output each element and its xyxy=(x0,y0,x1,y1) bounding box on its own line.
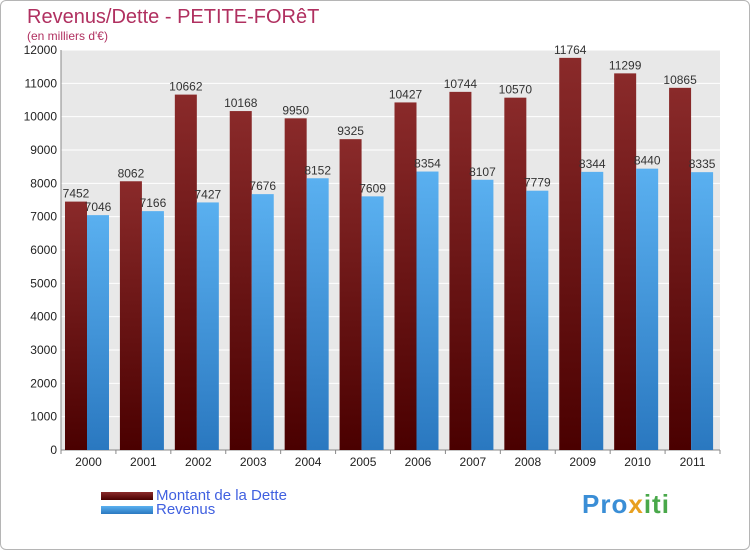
data-label-debt: 10865 xyxy=(663,73,697,87)
y-tick-label: 2000 xyxy=(30,376,57,390)
legend-swatch-revenue xyxy=(101,505,153,514)
chart-subtitle: (en milliers d'€) xyxy=(27,29,108,43)
x-tick-label: 2007 xyxy=(460,455,487,469)
data-label-debt: 9325 xyxy=(337,124,364,138)
y-tick-label: 10000 xyxy=(24,110,58,124)
bar-debt xyxy=(339,139,362,450)
legend-swatch-debt xyxy=(101,491,153,500)
y-tick-label: 6000 xyxy=(30,243,57,257)
bar-revenue xyxy=(581,171,604,450)
data-label-debt: 11764 xyxy=(554,43,587,57)
legend-item-revenue: Revenus xyxy=(101,501,215,518)
y-tick-label: 9000 xyxy=(30,143,57,157)
bar-debt xyxy=(559,57,582,450)
data-label-debt: 11299 xyxy=(609,58,642,72)
bar-debt xyxy=(284,118,307,450)
x-tick-label: 2005 xyxy=(350,455,377,469)
bar-revenue xyxy=(416,171,439,451)
chart-title: Revenus/Dette - PETITE-FORêT xyxy=(27,6,320,28)
bar-debt xyxy=(394,102,417,450)
bar-revenue xyxy=(306,178,329,450)
bar-revenue xyxy=(141,211,164,450)
bar-revenue xyxy=(526,190,549,450)
bar-debt xyxy=(669,87,692,450)
data-label-debt: 10168 xyxy=(224,96,258,110)
logo-part-2: x xyxy=(628,489,644,519)
logo-part-1: Pro xyxy=(582,489,629,519)
data-label-debt: 8062 xyxy=(118,166,145,180)
bar-revenue xyxy=(251,194,274,450)
bar-revenue xyxy=(196,202,219,450)
y-tick-label: 8000 xyxy=(30,176,57,190)
y-tick-label: 5000 xyxy=(30,276,57,290)
data-label-revenue: 7779 xyxy=(524,176,551,190)
x-tick-label: 2000 xyxy=(75,455,102,469)
bar-revenue xyxy=(636,168,659,450)
data-label-debt: 10570 xyxy=(499,83,533,97)
y-tick-label: 0 xyxy=(50,443,57,457)
proxiti-logo: Proxiti xyxy=(582,489,670,520)
data-label-revenue: 7427 xyxy=(194,187,221,201)
bar-debt xyxy=(174,94,197,450)
y-tick-label: 12000 xyxy=(24,43,58,57)
bar-debt xyxy=(449,91,472,450)
data-label-revenue: 8335 xyxy=(689,157,716,171)
data-label-revenue: 8440 xyxy=(634,154,661,168)
bar-revenue xyxy=(87,215,109,450)
y-tick-label: 4000 xyxy=(30,310,57,324)
x-tick-label: 2006 xyxy=(405,455,432,469)
x-tick-label: 2011 xyxy=(680,455,706,469)
data-label-debt: 10744 xyxy=(444,77,478,91)
data-label-revenue: 7609 xyxy=(359,181,386,195)
bar-revenue xyxy=(691,172,714,450)
bar-debt xyxy=(119,181,142,450)
data-label-revenue: 8152 xyxy=(304,163,331,177)
bar-debt xyxy=(65,201,87,450)
y-tick-label: 7000 xyxy=(30,210,57,224)
data-label-revenue: 7046 xyxy=(85,200,112,214)
data-label-debt: 10427 xyxy=(389,87,423,101)
x-tick-label: 2001 xyxy=(130,455,157,469)
data-label-debt: 9950 xyxy=(282,103,309,117)
data-label-debt: 7452 xyxy=(63,187,90,201)
bar-debt xyxy=(504,97,527,451)
bar-debt xyxy=(614,73,637,450)
legend-label-debt: Montant de la Dette xyxy=(156,487,287,504)
x-tick-label: 2010 xyxy=(624,455,651,469)
y-tick-label: 1000 xyxy=(30,410,57,424)
logo-part-3: iti xyxy=(643,489,670,519)
bar-debt xyxy=(229,111,252,451)
data-label-revenue: 8107 xyxy=(469,165,496,179)
x-tick-label: 2003 xyxy=(240,455,267,469)
x-tick-label: 2009 xyxy=(569,455,596,469)
x-tick-label: 2008 xyxy=(514,455,541,469)
data-label-revenue: 7166 xyxy=(140,196,167,210)
x-tick-label: 2004 xyxy=(295,455,322,469)
legend-item-debt: Montant de la Dette xyxy=(101,487,287,504)
bar-revenue xyxy=(361,196,384,450)
bar-revenue xyxy=(471,179,494,450)
x-tick-label: 2002 xyxy=(185,455,212,469)
data-label-revenue: 8344 xyxy=(579,157,606,171)
y-tick-label: 3000 xyxy=(30,343,57,357)
data-label-revenue: 8354 xyxy=(414,157,441,171)
data-label-revenue: 7676 xyxy=(249,179,276,193)
data-label-debt: 10662 xyxy=(169,80,203,94)
y-tick-label: 11000 xyxy=(25,76,58,90)
legend-label-revenue: Revenus xyxy=(156,501,216,518)
